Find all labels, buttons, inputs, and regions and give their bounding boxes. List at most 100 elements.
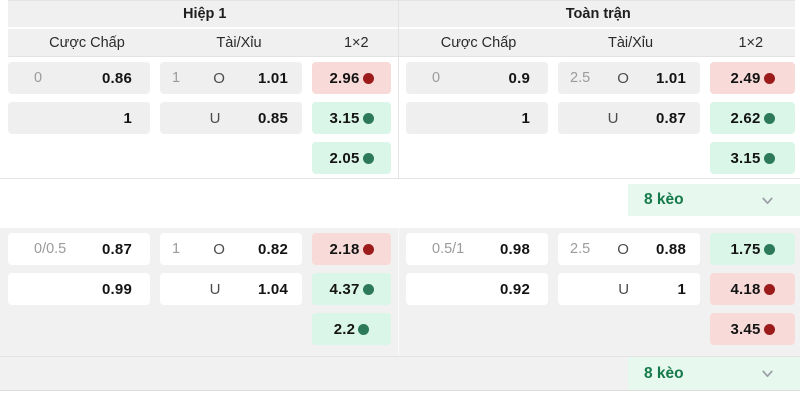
trend-dot-icon [362,243,374,255]
handicap-odds-cell[interactable]: 1 [406,102,548,134]
over-under-odds-cell[interactable]: U 0.87 [558,102,700,134]
divider [0,356,800,357]
1x2-odds-cell[interactable]: 2.49 [710,62,795,94]
more-odds-expander[interactable]: 8 kèo [628,184,800,216]
over-under-odds-value: 0.85 [258,109,288,127]
odds-row: 0 0.86 1 O 1.01 2.96 0 [0,62,800,94]
over-under-side: O [213,240,225,258]
over-under-side: U [618,280,630,298]
odds-row: 0.99 U 1.04 4.37 0.92 [0,273,800,305]
header-first-half: Hiệp 1 [182,6,227,22]
header-full-match: Toàn trận [565,6,631,22]
handicap-odds-cell[interactable]: 0 0.9 [406,62,548,94]
1x2-odds-value: 2.49 [730,69,761,87]
1x2-odds-cell[interactable]: 4.37 [312,273,391,305]
trend-dot-icon [362,112,374,124]
handicap-odds-value: 0.9 [508,69,530,87]
handicap-line-label: 0/0.5 [34,241,67,257]
1x2-odds-value: 2.18 [329,240,360,258]
top-odds-rows: 0 0.86 1 O 1.01 2.96 0 [0,57,800,174]
odds-row: 0/0.5 0.87 1 O 0.82 2.18 0.5/1 [0,233,800,265]
trend-dot-icon [763,283,775,295]
chevron-down-icon [762,197,773,204]
over-under-odds-value: 1.01 [258,69,288,87]
over-under-odds-cell[interactable]: U 1 [558,273,700,305]
top-odds-section: Hiệp 1 Toàn trận Cược Chấp Tài/Xỉu 1×2 C… [0,0,800,216]
handicap-odds-value: 0.98 [500,240,530,258]
handicap-odds-cell[interactable]: 0.5/1 0.98 [406,233,548,265]
1x2-odds-cell[interactable]: 3.15 [312,102,391,134]
1x2-odds-cell[interactable]: 2.62 [710,102,795,134]
column-label-over-under: Tài/Xỉu [216,34,262,51]
handicap-odds-cell[interactable]: 0.99 [8,273,150,305]
1x2-odds-cell[interactable]: 2.18 [312,233,391,265]
trend-dot-icon [763,72,775,84]
period-header: Hiệp 1 Toàn trận [8,0,795,29]
1x2-odds-cell[interactable]: 3.15 [710,142,795,174]
chevron-down-icon [762,370,773,378]
handicap-odds-value: 0.86 [102,69,132,87]
over-under-odds-cell[interactable]: 2.5 O 0.88 [558,233,700,265]
trend-dot-icon [763,112,775,124]
handicap-odds-cell[interactable]: 0 0.86 [8,62,150,94]
more-odds-expander[interactable]: 8 kèo [628,357,800,390]
1x2-odds-cell[interactable]: 2.2 [312,313,391,345]
over-under-odds-value: 1.04 [258,280,288,298]
handicap-odds-cell[interactable]: 1 [8,102,150,134]
over-under-side: U [607,109,619,127]
total-line-label: 1 [172,70,181,86]
column-label-over-under: Tài/Xỉu [607,34,654,51]
bottom-odds-section: 0/0.5 0.87 1 O 0.82 2.18 0.5/1 [0,228,800,391]
total-line-label: 2.5 [570,70,591,86]
over-under-side: O [617,240,629,258]
1x2-odds-cell[interactable]: 3.45 [710,313,795,345]
over-under-odds-value: 1.01 [656,69,686,87]
1x2-odds-cell[interactable]: 2.05 [312,142,391,174]
column-label-handicap: Cược Chấp [440,34,517,51]
bottom-odds-rows: 0/0.5 0.87 1 O 0.82 2.18 0.5/1 [0,233,800,345]
over-under-odds-cell[interactable]: U 0.85 [160,102,302,134]
total-line-label: 2.5 [570,241,591,257]
handicap-odds-value: 0.87 [102,240,132,258]
over-under-odds-value: 1 [677,280,686,298]
1x2-odds-value: 1.75 [730,240,761,258]
1x2-odds-cell[interactable]: 4.18 [710,273,795,305]
over-under-odds-cell[interactable]: 1 O 0.82 [160,233,302,265]
divider [0,178,800,179]
trend-dot-icon [362,72,374,84]
more-odds-label: 8 kèo [644,364,684,382]
column-label-handicap: Cược Chấp [49,34,125,51]
over-under-side: U [209,280,221,298]
1x2-odds-cell[interactable]: 1.75 [710,233,795,265]
over-under-odds-cell[interactable]: U 1.04 [160,273,302,305]
1x2-odds-value: 2.2 [333,320,356,338]
handicap-line-label: 0 [432,70,441,86]
trend-dot-icon [763,323,775,335]
over-under-odds-value: 0.88 [656,240,686,258]
handicap-odds-value: 0.99 [102,280,132,298]
over-under-odds-cell[interactable]: 1 O 1.01 [160,62,302,94]
trend-dot-icon [763,152,775,164]
column-label-1x2: 1×2 [343,34,369,51]
handicap-line-label: 0 [34,70,43,86]
over-under-odds-value: 0.87 [656,109,686,127]
handicap-odds-value: 1 [521,109,530,127]
over-under-side: O [213,69,225,87]
over-under-odds-cell[interactable]: 2.5 O 1.01 [558,62,700,94]
trend-dot-icon [362,152,374,164]
odds-row: 1 U 0.85 3.15 1 [0,102,800,134]
trend-dot-icon [362,283,374,295]
1x2-odds-cell[interactable]: 2.96 [312,62,391,94]
half-match-divider [398,0,399,179]
handicap-odds-cell[interactable]: 0.92 [406,273,548,305]
handicap-odds-cell[interactable]: 0/0.5 0.87 [8,233,150,265]
1x2-odds-value: 2.62 [730,109,761,127]
half-match-divider [398,227,399,356]
1x2-odds-value: 2.96 [329,69,360,87]
handicap-odds-value: 1 [123,109,132,127]
1x2-odds-value: 3.15 [329,109,360,127]
odds-row: 2.2 3.45 [0,313,800,345]
more-odds-label: 8 kèo [644,191,684,208]
trend-dot-icon [358,323,370,335]
